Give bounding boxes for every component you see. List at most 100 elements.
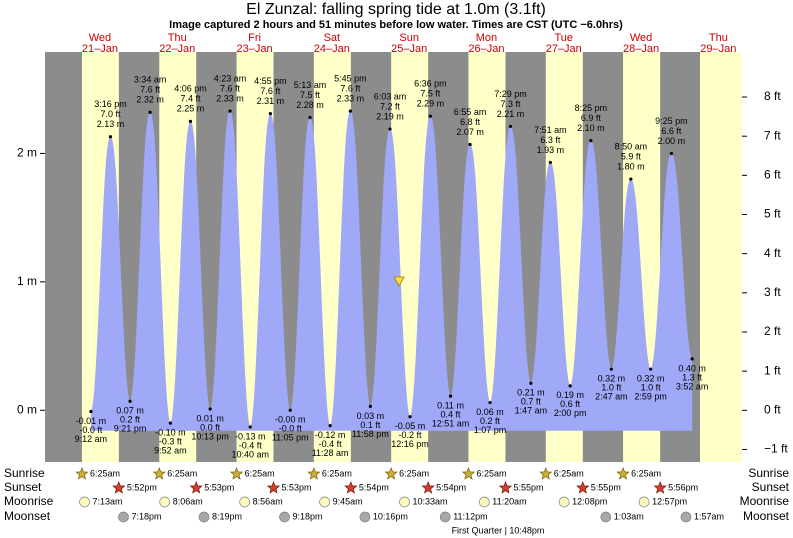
day-date: 28–Jan bbox=[623, 43, 659, 55]
extreme-label: 1.80 m bbox=[617, 161, 645, 171]
extreme-label: 10:40 am bbox=[231, 449, 269, 459]
extreme-label: 2:59 pm bbox=[634, 392, 667, 402]
extreme-label: 0.4 ft bbox=[441, 410, 462, 420]
sunrise-time: 6:25am bbox=[90, 468, 120, 478]
moonset-time: 8:19pm bbox=[212, 511, 242, 521]
day-date: 21–Jan bbox=[82, 43, 118, 55]
extreme-label: 7.0 ft bbox=[100, 109, 121, 119]
extreme-label: 1.93 m bbox=[537, 145, 565, 155]
moon-phase: First Quarter | 10:48pm bbox=[452, 525, 545, 535]
day-date: 27–Jan bbox=[546, 43, 582, 55]
extreme-label: 2.21 m bbox=[497, 109, 525, 119]
sunrise-time: 6:25am bbox=[399, 468, 429, 478]
extreme-label: 0.11 m bbox=[437, 401, 464, 411]
day-date: 23–Jan bbox=[237, 43, 273, 55]
moonrise-icon bbox=[79, 496, 90, 508]
moonrise-icon bbox=[399, 496, 410, 508]
moonset-time: 1:57am bbox=[694, 511, 724, 521]
y2-tick-label: 2 ft bbox=[764, 324, 781, 338]
extreme-label: 0.07 m bbox=[116, 406, 144, 416]
sunset-time: 5:53pm bbox=[281, 482, 311, 492]
extreme-label: -0.2 ft bbox=[399, 430, 423, 440]
day-date: 26–Jan bbox=[468, 43, 504, 55]
y2-tick-label: 1 ft bbox=[764, 363, 781, 377]
extreme-label: 12:16 pm bbox=[391, 439, 429, 449]
extreme-dot bbox=[268, 112, 272, 116]
extreme-dot bbox=[288, 408, 292, 412]
extreme-label: 2.33 m bbox=[216, 93, 244, 103]
day-date: 22–Jan bbox=[159, 43, 195, 55]
y2-tick-label: 5 ft bbox=[764, 207, 781, 221]
extreme-label: 0.32 m bbox=[598, 374, 626, 384]
moonset-icon bbox=[600, 511, 612, 523]
sunrise-time: 6:25am bbox=[245, 468, 275, 478]
moonrise-time: 7:13am bbox=[93, 496, 123, 506]
row-label: Sunrise bbox=[748, 466, 789, 480]
extreme-label: 2:00 pm bbox=[554, 408, 587, 418]
extreme-label: -0.0 ft bbox=[79, 425, 103, 435]
moonrise-icon bbox=[319, 496, 330, 508]
sun-icon bbox=[75, 467, 89, 480]
day-name: Thu bbox=[709, 32, 728, 44]
extreme-dot bbox=[488, 400, 492, 405]
row-label: Moonrise bbox=[4, 494, 54, 508]
extreme-dot bbox=[328, 424, 332, 428]
sun-icon bbox=[307, 467, 321, 480]
chart-subtitle: Image captured 2 hours and 51 minutes be… bbox=[169, 19, 623, 31]
extreme-label: 11:58 pm bbox=[352, 429, 389, 439]
day-name: Wed bbox=[89, 32, 111, 44]
extreme-label: -0.05 m bbox=[395, 421, 426, 431]
moonrise-icon bbox=[159, 496, 171, 508]
day-name: Tue bbox=[554, 32, 573, 44]
extreme-label: 4:06 pm bbox=[174, 84, 207, 94]
extreme-label: -0.13 m bbox=[235, 431, 266, 441]
tide-area bbox=[90, 111, 693, 431]
moonrise-icon bbox=[638, 496, 650, 508]
sunrise-time: 6:25am bbox=[631, 468, 661, 478]
extreme-label: 6.9 ft bbox=[581, 113, 602, 123]
extreme-label: 1.0 ft bbox=[601, 383, 622, 393]
tide-line bbox=[90, 110, 693, 428]
extreme-label: -0.10 m bbox=[155, 427, 186, 437]
extreme-dot bbox=[468, 142, 472, 147]
extreme-label: 2.00 m bbox=[658, 136, 686, 146]
moonset-icon bbox=[359, 511, 371, 523]
sun-icon bbox=[189, 481, 203, 494]
moonset-time: 11:12pm bbox=[453, 511, 487, 521]
extreme-dot bbox=[408, 415, 412, 419]
extreme-label: 6:55 am bbox=[454, 107, 487, 117]
extreme-label: 1.3 ft bbox=[682, 372, 703, 382]
moonrise-time: 9:45am bbox=[333, 496, 363, 506]
extreme-label: 7.5 ft bbox=[420, 89, 441, 99]
row-label: Moonset bbox=[743, 509, 790, 523]
extreme-label: 2:47 am bbox=[595, 392, 628, 402]
extreme-label: -0.01 m bbox=[76, 416, 107, 426]
extreme-label: 3:34 am bbox=[134, 75, 167, 85]
extreme-label: 1:07 pm bbox=[474, 425, 507, 435]
moonset-icon bbox=[118, 511, 129, 523]
extreme-dot bbox=[168, 421, 172, 425]
day-name: Sun bbox=[399, 32, 419, 44]
extreme-label: 2.13 m bbox=[97, 119, 125, 129]
extreme-label: 5.9 ft bbox=[621, 151, 642, 161]
row-label: Sunrise bbox=[4, 466, 45, 480]
extreme-label: 0.1 ft bbox=[360, 420, 381, 430]
y2-tick-label: 7 ft bbox=[764, 128, 781, 142]
extreme-label: 1.0 ft bbox=[641, 383, 662, 393]
sunset-time: 5:54pm bbox=[436, 482, 466, 492]
sun-icon bbox=[576, 481, 590, 494]
sun-icon bbox=[384, 467, 398, 480]
day-date: 29–Jan bbox=[700, 43, 736, 55]
extreme-dot bbox=[649, 367, 653, 371]
extreme-dot bbox=[669, 151, 673, 156]
extreme-label: 6.3 ft bbox=[540, 135, 561, 145]
chart-title: El Zunzal: falling spring tide at 1.0m (… bbox=[246, 1, 546, 18]
extreme-dot bbox=[228, 109, 232, 113]
moonset-time: 7:18pm bbox=[131, 511, 161, 521]
extreme-label: 4:55 pm bbox=[254, 76, 287, 86]
moonrise-icon bbox=[239, 496, 251, 508]
extreme-dot bbox=[568, 384, 572, 388]
extreme-dot bbox=[508, 124, 513, 129]
moonrise-icon bbox=[478, 496, 490, 508]
extreme-dot bbox=[248, 425, 252, 429]
